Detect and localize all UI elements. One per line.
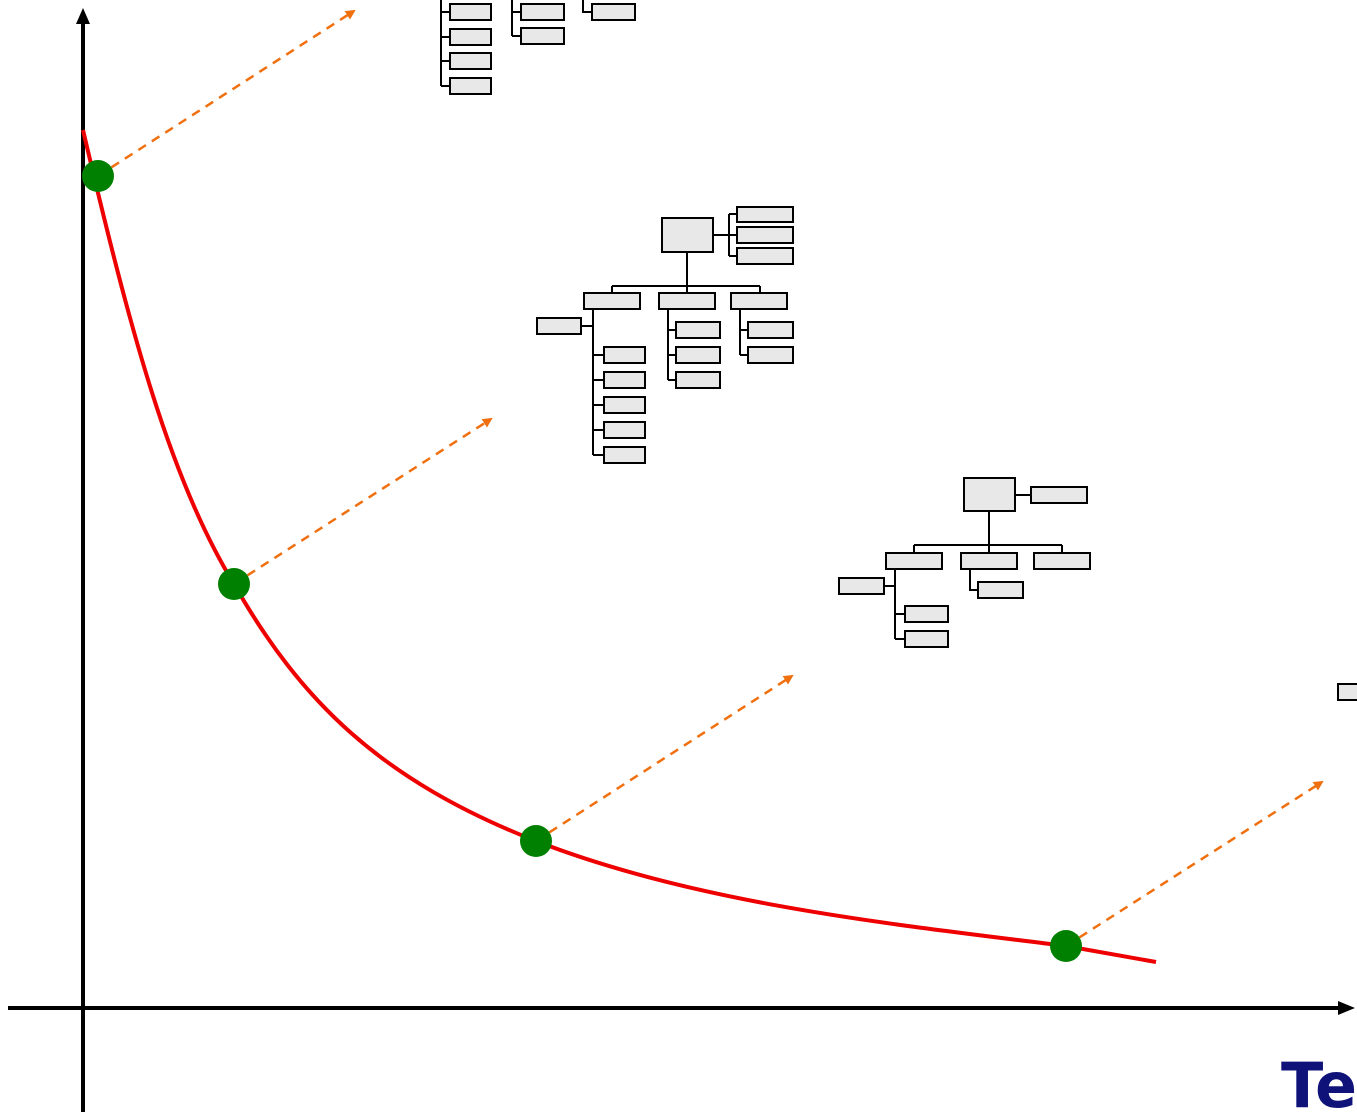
x-axis-label: Te <box>1281 1049 1357 1114</box>
org-chart-edge-box <box>1337 683 1357 701</box>
org-chart-small <box>838 477 1091 648</box>
tradeoff-curve <box>81 129 1157 964</box>
y-axis-arrowhead <box>76 8 90 24</box>
dashed-arrow <box>1065 780 1324 948</box>
dashed-arrow <box>97 9 356 178</box>
curve-point <box>218 568 250 600</box>
dashed-arrows <box>97 9 1324 948</box>
curve-points <box>82 160 1082 962</box>
curve-point <box>82 160 114 192</box>
org-chart-medium <box>536 206 794 464</box>
dashed-arrow <box>535 674 794 843</box>
curve-point <box>1050 930 1082 962</box>
org-chart-large <box>440 0 636 95</box>
dashed-arrow <box>233 417 493 586</box>
x-axis-arrowhead <box>1338 1001 1355 1015</box>
curve-point <box>520 825 552 857</box>
axes <box>8 8 1355 1112</box>
